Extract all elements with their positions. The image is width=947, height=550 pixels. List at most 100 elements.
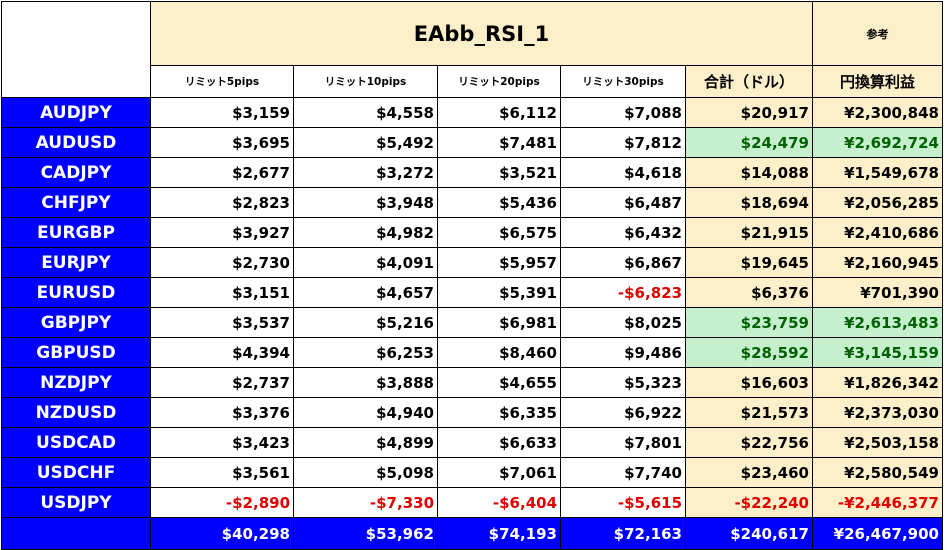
value-cell[interactable]: $9,486: [560, 337, 686, 368]
total-cell[interactable]: $18,694: [685, 187, 813, 218]
value-cell[interactable]: -$6,823: [560, 277, 686, 308]
value-cell[interactable]: $3,521: [437, 157, 561, 188]
pair-cell[interactable]: AUDJPY: [1, 97, 151, 128]
footer-sum-cell[interactable]: $74,193: [437, 517, 561, 550]
value-cell[interactable]: $3,159: [150, 97, 294, 128]
total-cell[interactable]: $19,645: [685, 247, 813, 278]
total-cell[interactable]: $6,376: [685, 277, 813, 308]
value-cell[interactable]: $2,730: [150, 247, 294, 278]
value-cell[interactable]: $3,151: [150, 277, 294, 308]
value-cell[interactable]: -$7,330: [293, 487, 438, 518]
yen-cell[interactable]: ¥2,410,686: [812, 217, 943, 248]
yen-cell[interactable]: ¥2,613,483: [812, 307, 943, 338]
yen-cell[interactable]: ¥2,160,945: [812, 247, 943, 278]
yen-cell[interactable]: ¥2,503,158: [812, 427, 943, 458]
column-header-limit-10[interactable]: リミット10pips: [293, 65, 438, 98]
value-cell[interactable]: $3,948: [293, 187, 438, 218]
total-cell[interactable]: $21,915: [685, 217, 813, 248]
pair-cell[interactable]: NZDJPY: [1, 367, 151, 398]
value-cell[interactable]: $7,740: [560, 457, 686, 488]
value-cell[interactable]: $3,888: [293, 367, 438, 398]
value-cell[interactable]: $4,091: [293, 247, 438, 278]
yen-cell[interactable]: ¥2,373,030: [812, 397, 943, 428]
column-header-limit-20[interactable]: リミット20pips: [437, 65, 561, 98]
yen-cell[interactable]: -¥2,446,377: [812, 487, 943, 518]
yen-cell[interactable]: ¥2,580,549: [812, 457, 943, 488]
column-header-yen[interactable]: 円換算利益: [812, 65, 943, 98]
pair-cell[interactable]: NZDUSD: [1, 397, 151, 428]
pair-cell[interactable]: AUDUSD: [1, 127, 151, 158]
yen-cell[interactable]: ¥1,549,678: [812, 157, 943, 188]
value-cell[interactable]: $4,940: [293, 397, 438, 428]
value-cell[interactable]: $3,537: [150, 307, 294, 338]
pair-cell[interactable]: CHFJPY: [1, 187, 151, 218]
yen-cell[interactable]: ¥3,145,159: [812, 337, 943, 368]
value-cell[interactable]: $6,575: [437, 217, 561, 248]
value-cell[interactable]: $3,695: [150, 127, 294, 158]
pair-cell[interactable]: CADJPY: [1, 157, 151, 188]
yen-cell[interactable]: ¥2,692,724: [812, 127, 943, 158]
value-cell[interactable]: $5,391: [437, 277, 561, 308]
value-cell[interactable]: $4,558: [293, 97, 438, 128]
value-cell[interactable]: $6,487: [560, 187, 686, 218]
value-cell[interactable]: $4,618: [560, 157, 686, 188]
total-cell[interactable]: $24,479: [685, 127, 813, 158]
pair-cell[interactable]: EURJPY: [1, 247, 151, 278]
total-cell[interactable]: $16,603: [685, 367, 813, 398]
value-cell[interactable]: $7,812: [560, 127, 686, 158]
value-cell[interactable]: $6,867: [560, 247, 686, 278]
value-cell[interactable]: $5,323: [560, 367, 686, 398]
pair-cell[interactable]: USDJPY: [1, 487, 151, 518]
yen-cell[interactable]: ¥2,056,285: [812, 187, 943, 218]
total-cell[interactable]: $28,592: [685, 337, 813, 368]
value-cell[interactable]: $5,216: [293, 307, 438, 338]
pair-cell[interactable]: GBPJPY: [1, 307, 151, 338]
total-cell[interactable]: -$22,240: [685, 487, 813, 518]
value-cell[interactable]: $4,657: [293, 277, 438, 308]
value-cell[interactable]: $3,927: [150, 217, 294, 248]
value-cell[interactable]: -$2,890: [150, 487, 294, 518]
footer-label-cell[interactable]: [1, 517, 151, 550]
pair-cell[interactable]: GBPUSD: [1, 337, 151, 368]
footer-total-cell[interactable]: $240,617: [685, 517, 813, 550]
yen-cell[interactable]: ¥2,300,848: [812, 97, 943, 128]
value-cell[interactable]: $3,561: [150, 457, 294, 488]
value-cell[interactable]: $5,436: [437, 187, 561, 218]
sheet-title[interactable]: EAbb_RSI_1: [150, 1, 813, 66]
value-cell[interactable]: $6,432: [560, 217, 686, 248]
pair-cell[interactable]: USDCAD: [1, 427, 151, 458]
value-cell[interactable]: $3,376: [150, 397, 294, 428]
value-cell[interactable]: $4,394: [150, 337, 294, 368]
value-cell[interactable]: $3,423: [150, 427, 294, 458]
value-cell[interactable]: $4,899: [293, 427, 438, 458]
pair-cell[interactable]: EURGBP: [1, 217, 151, 248]
value-cell[interactable]: $2,737: [150, 367, 294, 398]
value-cell[interactable]: $6,633: [437, 427, 561, 458]
total-cell[interactable]: $23,759: [685, 307, 813, 338]
value-cell[interactable]: $8,025: [560, 307, 686, 338]
value-cell[interactable]: $6,981: [437, 307, 561, 338]
total-cell[interactable]: $23,460: [685, 457, 813, 488]
column-header-total[interactable]: 合計（ドル）: [685, 65, 813, 98]
yen-cell[interactable]: ¥701,390: [812, 277, 943, 308]
value-cell[interactable]: $6,922: [560, 397, 686, 428]
value-cell[interactable]: -$5,615: [560, 487, 686, 518]
column-header-limit-30[interactable]: リミット30pips: [560, 65, 686, 98]
value-cell[interactable]: -$6,404: [437, 487, 561, 518]
value-cell[interactable]: $5,957: [437, 247, 561, 278]
value-cell[interactable]: $8,460: [437, 337, 561, 368]
value-cell[interactable]: $6,112: [437, 97, 561, 128]
pair-cell[interactable]: EURUSD: [1, 277, 151, 308]
value-cell[interactable]: $7,481: [437, 127, 561, 158]
reference-label[interactable]: 参考: [812, 1, 943, 66]
footer-sum-cell[interactable]: $53,962: [293, 517, 438, 550]
value-cell[interactable]: $3,272: [293, 157, 438, 188]
value-cell[interactable]: $4,655: [437, 367, 561, 398]
value-cell[interactable]: $2,823: [150, 187, 294, 218]
value-cell[interactable]: $4,982: [293, 217, 438, 248]
value-cell[interactable]: $7,061: [437, 457, 561, 488]
total-cell[interactable]: $14,088: [685, 157, 813, 188]
value-cell[interactable]: $7,088: [560, 97, 686, 128]
corner-cell[interactable]: [1, 1, 151, 98]
total-cell[interactable]: $20,917: [685, 97, 813, 128]
